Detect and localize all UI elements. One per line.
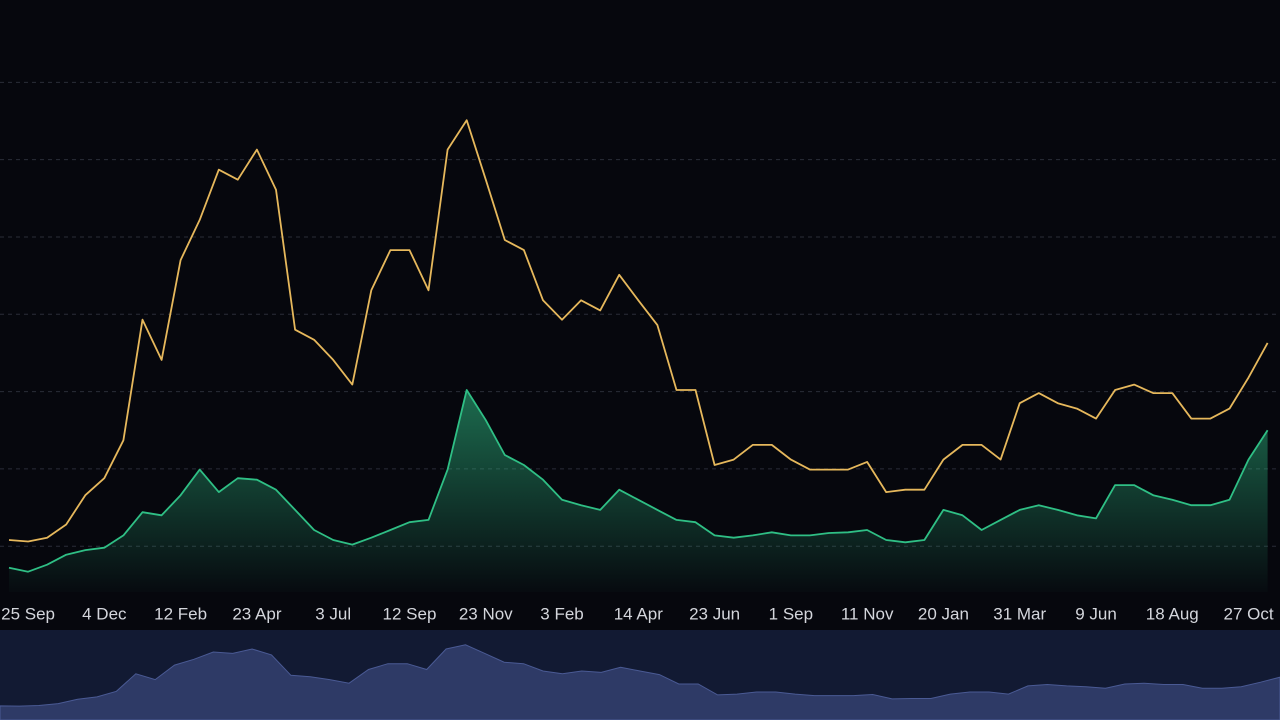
x-tick-label: 23 Nov [459,604,513,623]
x-tick-label: 31 Mar [993,604,1046,623]
navigator-area [0,644,1280,720]
area [9,390,1268,592]
line [8,119,1269,543]
x-tick-label: 12 Sep [383,604,437,623]
x-tick-label: 23 Apr [232,604,281,623]
line [8,389,1269,573]
x-tick-label: 3 Feb [540,604,583,623]
x-tick-label: 18 Aug [1146,604,1199,623]
x-tick-label: 11 Nov [841,604,894,623]
x-tick-label: 3 Jul [315,604,351,623]
x-tick-label: 12 Feb [154,604,207,623]
x-tick-label: 27 Oct [1224,604,1274,623]
x-tick-label: 20 Jan [918,604,969,623]
x-tick-label: 9 Jun [1075,604,1117,623]
x-tick-label: 23 Jun [689,604,740,623]
x-tick-label: 1 Sep [769,604,813,623]
x-tick-label: 4 Dec [82,604,127,623]
x-tick-label: 14 Apr [614,604,663,623]
x-tick-label: 25 Sep [1,604,55,623]
